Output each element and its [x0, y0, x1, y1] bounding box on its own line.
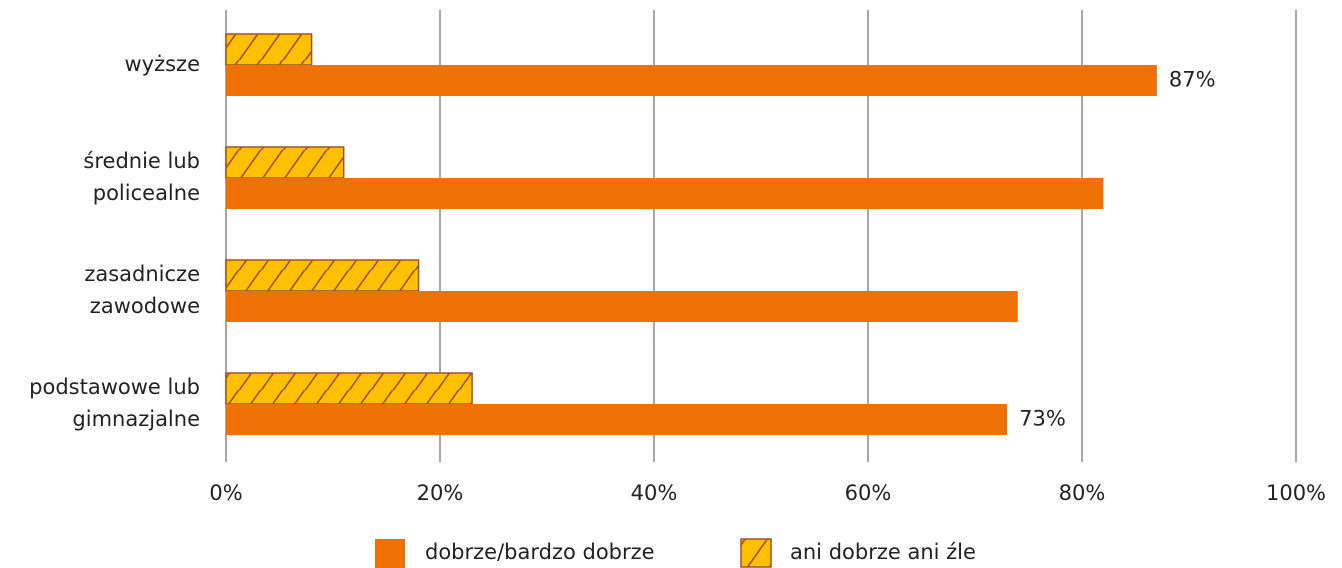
x-tick-label: 80% — [1059, 481, 1106, 505]
bar — [226, 291, 1018, 322]
bar — [226, 65, 1157, 96]
y-tick-label: policealne — [93, 181, 200, 205]
legend-label: dobrze/bardzo dobrze — [425, 540, 655, 564]
bar — [225, 146, 345, 179]
bar — [225, 372, 473, 405]
legend-swatch — [740, 538, 772, 568]
x-tick-label: 40% — [631, 481, 678, 505]
legend-label: ani dobrze ani źle — [790, 540, 976, 564]
x-tick-label: 60% — [845, 481, 892, 505]
x-tick-label: 20% — [417, 481, 464, 505]
legend-swatch — [375, 539, 405, 568]
x-tick-label: 0% — [209, 481, 242, 505]
y-tick-label: wyższe — [124, 52, 200, 76]
data-label: 73% — [1019, 407, 1066, 431]
bar — [226, 178, 1104, 209]
y-tick-label: podstawowe lub — [29, 375, 200, 399]
y-tick-label: średnie lub — [83, 149, 200, 173]
y-tick-label: gimnazjalne — [72, 407, 200, 431]
y-tick-label: zawodowe — [90, 294, 200, 318]
bar — [226, 404, 1008, 435]
y-tick-label: zasadnicze — [84, 262, 200, 286]
bar — [225, 259, 420, 292]
x-tick-label: 100% — [1266, 481, 1326, 505]
data-label: 87% — [1169, 68, 1216, 92]
bar — [225, 33, 313, 66]
